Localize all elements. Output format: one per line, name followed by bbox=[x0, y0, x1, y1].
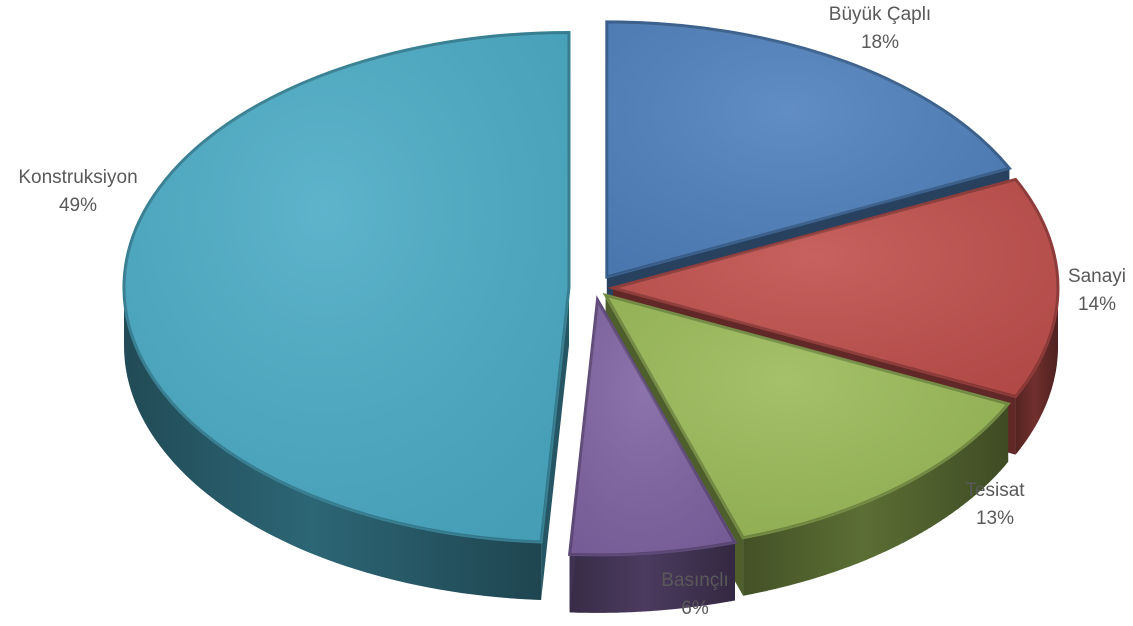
pie-side-shade-tesisat bbox=[743, 403, 1009, 596]
pie-cut-face-konstruksiyon bbox=[541, 287, 569, 600]
data-label-percent-konstruksiyon: 49% bbox=[59, 195, 97, 216]
pie-side-shade-basincli bbox=[569, 542, 735, 613]
data-label-category-basincli: Basınçlı bbox=[661, 570, 729, 591]
pie-slice-shine-sanayi bbox=[613, 179, 1058, 397]
pie-slice-shine-konstruksiyon bbox=[123, 32, 569, 542]
data-label-percent-buyuk-capli: 18% bbox=[861, 32, 899, 53]
data-label-percent-tesisat: 13% bbox=[976, 508, 1014, 529]
data-label-percent-sanayi: 14% bbox=[1078, 294, 1116, 315]
pie-slice-shine-tesisat bbox=[605, 295, 1009, 538]
pie-labels: Büyük Çaplı 18% Sanayi 14% Tesisat 13% Basınçl… bbox=[18, 4, 1126, 619]
data-label-category-sanayi: Sanayi bbox=[1068, 266, 1126, 287]
data-label-category-buyuk-capli: Büyük Çaplı bbox=[829, 4, 931, 25]
pie-side-shade-konstruksiyon bbox=[124, 286, 542, 600]
data-label-category-konstruksiyon: Konstruksiyon bbox=[18, 167, 137, 188]
pie-slice-shine-buyuk-capli bbox=[606, 21, 1010, 277]
data-label-category-tesisat: Tesisat bbox=[965, 480, 1025, 501]
pie-side-shade-sanayi bbox=[1015, 284, 1058, 455]
data-label-percent-basincli: 6% bbox=[681, 598, 709, 619]
pie-tops bbox=[122, 20, 1060, 557]
pie-slice-shine-basincli bbox=[569, 299, 735, 555]
